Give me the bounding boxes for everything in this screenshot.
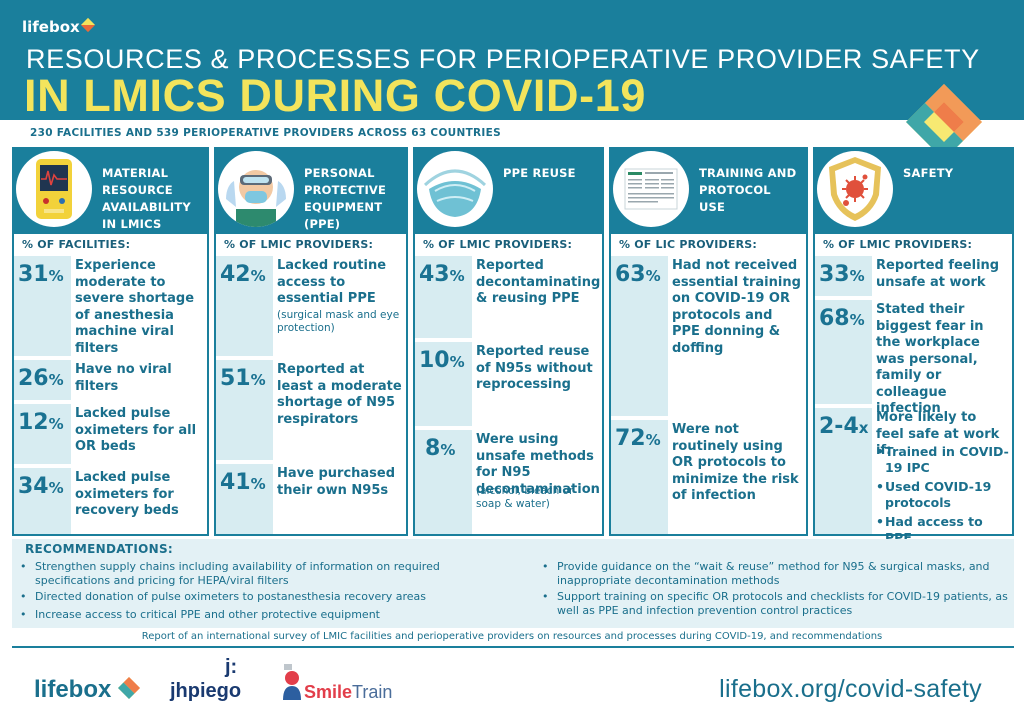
stat-item: 12% Lacked pulse oximeters for all OR be… (14, 404, 207, 464)
column-subtitle: % OF LMIC PROVIDERS: (216, 234, 406, 256)
stat-text: Reported decontaminating & reusing PPE (476, 258, 601, 306)
stat-note: (surgical mask and eye protection) (277, 309, 400, 334)
stat-percent: 68% (815, 300, 872, 404)
recommendation-item: Provide guidance on the “wait & reuse” m… (534, 560, 1012, 587)
column-header: MATERIAL RESOURCE AVAILABILITY IN LMICS (14, 149, 207, 234)
column-subtitle: % OF LMIC PROVIDERS: (815, 234, 1012, 256)
bullet-item: Used COVID-19 protocols (876, 479, 1010, 510)
column-material-resources: MATERIAL RESOURCE AVAILABILITY IN LMICS … (12, 147, 209, 536)
column-title: TRAINING AND PROTOCOL USE (699, 166, 797, 214)
stat-text: Stated their biggest fear in the workpla… (876, 302, 984, 416)
smile-train-figure-icon (283, 664, 301, 700)
stat-percent: 41% (216, 464, 273, 534)
stat-percent: 34% (14, 468, 71, 534)
stat-item: 72% Were not routinely using OR protocol… (611, 420, 806, 534)
stat-item: 41% Have purchased their own N95s (216, 464, 406, 534)
lifebox-logo: lifebox (34, 676, 141, 704)
recommendations-panel: RECOMMENDATIONS: Strengthen supply chain… (12, 539, 1014, 628)
column-title: PERSONAL PROTECTIVE EQUIPMENT (PPE) (304, 166, 387, 231)
stat-item: 68% Stated their biggest fear in the wor… (815, 300, 1012, 416)
stat-text: Reported feeling unsafe at work (876, 258, 1000, 290)
column-safety: SAFETY % OF LMIC PROVIDERS: 33% Reported… (813, 147, 1014, 545)
stat-bullets: Trained in COVID-19 IPC Used COVID-19 pr… (876, 444, 1010, 549)
stat-item: 42% Lacked routine access to essential P… (216, 256, 406, 356)
stat-percent: 42% (216, 256, 273, 356)
stat-item: 34% Lacked pulse oximeters for recovery … (14, 468, 207, 534)
recommendation-item: Increase access to critical PPE and othe… (12, 608, 517, 622)
lifebox-diamond-icon (906, 84, 982, 160)
logo-text: lifebox (22, 18, 80, 36)
column-ppe: PERSONAL PROTECTIVE EQUIPMENT (PPE) % OF… (214, 147, 408, 536)
recommendations-title: RECOMMENDATIONS: (25, 542, 174, 556)
stat-text: Have purchased their own N95s (277, 466, 396, 498)
stat-item: 31% Experience moderate to severe shorta… (14, 256, 207, 356)
column-subtitle: % OF LIC PROVIDERS: (611, 234, 806, 256)
recommendation-item: Directed donation of pulse oximeters to … (12, 590, 517, 604)
document-icon (613, 151, 689, 227)
stat-text: Reported at least a moderate shortage of… (277, 362, 402, 427)
stat-percent: 63% (611, 256, 668, 416)
column-ppe-reuse: PPE REUSE % OF LMIC PROVIDERS: 43% Repor… (413, 147, 604, 536)
stat-item: 43% Reported decontaminating & reusing P… (415, 256, 602, 338)
stat-text: Were not routinely using OR protocols to… (672, 422, 799, 503)
column-subtitle: % OF FACILITIES: (14, 234, 207, 256)
page-title: IN LMICS DURING COVID-19 (24, 70, 646, 121)
stat-item: 8% Were using unsafe methods for N95 dec… (415, 430, 602, 534)
jhpiego-mark-icon: j: (225, 656, 238, 678)
recommendation-item: Support training on specific OR protocol… (534, 590, 1012, 617)
intro-line: 230 FACILITIES AND 539 PERIOPERATIVE PRO… (30, 127, 501, 139)
stat-text: Had not received essential training on C… (672, 258, 801, 356)
stat-text: Lacked pulse oximeters for recovery beds (75, 470, 179, 518)
column-header: SAFETY (815, 149, 1012, 234)
column-training: TRAINING AND PROTOCOL USE % OF LIC PROVI… (609, 147, 808, 536)
stat-item: 10% Reported reuse of N95s without repro… (415, 342, 602, 426)
column-header: PERSONAL PROTECTIVE EQUIPMENT (PPE) (216, 149, 406, 234)
monitor-icon (16, 151, 92, 227)
stat-text: Lacked pulse oximeters for all OR beds (75, 406, 197, 454)
smile-train-logo: SmileTrain (304, 682, 393, 702)
column-header: TRAINING AND PROTOCOL USE (611, 149, 806, 234)
stat-text: Reported reuse of N95s without reprocess… (476, 344, 593, 392)
stat-item: 26% Have no viral filters (14, 360, 207, 400)
stat-item: 63% Had not received essential training … (611, 256, 806, 416)
stat-item: 51% Reported at least a moderate shortag… (216, 360, 406, 460)
stat-percent: 43% (415, 256, 472, 338)
lifebox-diamond-icon (118, 677, 141, 699)
website-link[interactable]: lifebox.org/covid-safety (719, 675, 982, 703)
column-title: PPE REUSE (503, 166, 576, 180)
n95-mask-icon (417, 151, 493, 227)
lifebox-logo-small: lifebox (22, 17, 95, 36)
header-banner: lifebox RESOURCES & PROCESSES FOR PERIOP… (0, 0, 1024, 121)
header-subtitle: RESOURCES & PROCESSES FOR PERIOPERATIVE … (26, 44, 980, 74)
column-title: MATERIAL RESOURCE AVAILABILITY IN LMICS (102, 166, 191, 231)
shield-virus-icon (817, 151, 893, 227)
stat-percent: 51% (216, 360, 273, 460)
lifebox-diamond-icon (80, 17, 95, 33)
stat-text: Were using unsafe methods for N95 decont… (476, 432, 600, 497)
stat-percent: 2-4x (815, 408, 872, 534)
bullet-item: Trained in COVID-19 IPC (876, 444, 1010, 475)
stat-item: 2-4x More likely to feel safe at work if… (815, 408, 1012, 545)
stat-percent: 26% (14, 360, 71, 400)
recommendation-item: Strengthen supply chains including avail… (12, 560, 517, 587)
stat-note: (alcohol, bleach or soap & water) (476, 485, 574, 510)
ppe-worker-icon (218, 151, 294, 227)
jhpiego-logo: jhpiego (170, 680, 242, 702)
stat-item: 33% Reported feeling unsafe at work (815, 256, 1012, 296)
report-footnote: Report of an international survey of LMI… (141, 631, 883, 642)
stat-percent: 12% (14, 404, 71, 464)
stat-text: Experience moderate to severe shortage o… (75, 258, 195, 356)
column-title: SAFETY (903, 166, 954, 180)
stat-percent: 10% (415, 342, 472, 426)
stat-percent: 8% (415, 430, 472, 534)
footer-divider (12, 646, 1014, 648)
stat-percent: 33% (815, 256, 872, 296)
stat-percent: 72% (611, 420, 668, 534)
stat-text: Have no viral filters (75, 362, 172, 394)
stat-percent: 31% (14, 256, 71, 356)
column-subtitle: % OF LMIC PROVIDERS: (415, 234, 602, 256)
stat-text: Lacked routine access to essential PPE (277, 258, 387, 306)
column-header: PPE REUSE (415, 149, 602, 234)
